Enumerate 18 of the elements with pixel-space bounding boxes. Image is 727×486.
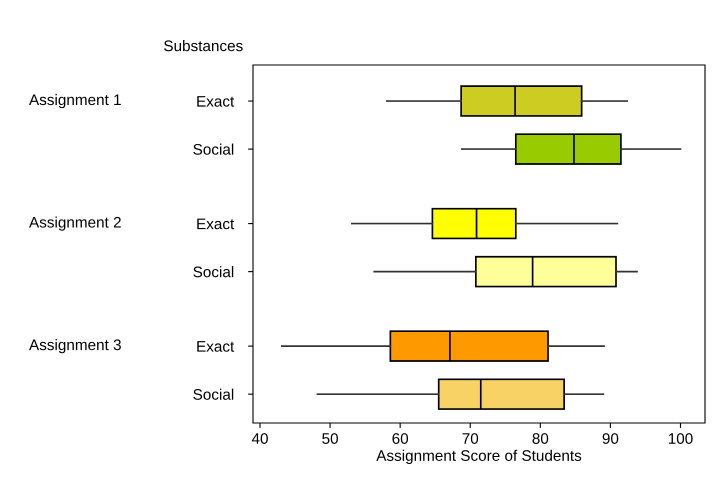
- y-tick-label: Social: [193, 266, 234, 278]
- x-tick-label: 80: [532, 433, 548, 444]
- text: Assignment 3: [29, 338, 121, 354]
- y-tick-label: Exact: [197, 341, 234, 352]
- y-tick-label: Social: [193, 388, 234, 400]
- y-tick-label: Exact: [197, 218, 234, 230]
- x-tick-label: 90: [602, 433, 618, 444]
- x-tick-label: 60: [392, 433, 408, 444]
- y-axis-title: Substances: [164, 40, 243, 52]
- text: Assignment 1: [29, 94, 121, 108]
- x-axis-title: Assignment Score of Students: [376, 450, 582, 464]
- y-tick-label: Exact: [197, 96, 234, 107]
- text: Assignment 2: [29, 216, 121, 231]
- x-tick-label: 50: [322, 433, 338, 444]
- x-tick-label: 100: [668, 433, 693, 444]
- x-tick-label: 70: [462, 433, 478, 444]
- y-tick-label: Social: [193, 144, 234, 155]
- x-tick-label: 40: [252, 433, 268, 444]
